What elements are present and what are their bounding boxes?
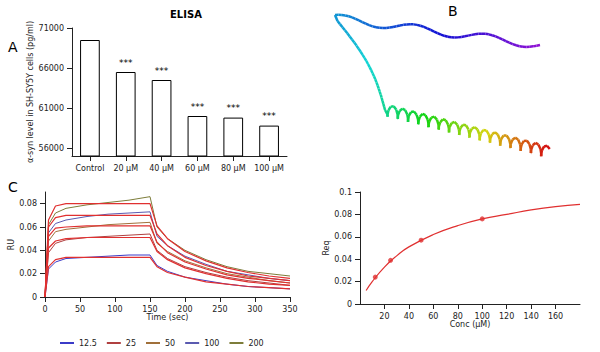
svg-text:250: 250 [212, 305, 227, 314]
svg-text:61000: 61000 [39, 104, 64, 113]
svg-text:100: 100 [475, 312, 490, 321]
svg-text:200: 200 [177, 305, 192, 314]
svg-text:ELISA: ELISA [170, 9, 202, 20]
svg-text:350: 350 [282, 305, 297, 314]
svg-text:B: B [448, 3, 458, 19]
svg-text:66000: 66000 [39, 64, 64, 73]
svg-text:***: *** [191, 102, 205, 112]
svg-text:300: 300 [247, 305, 262, 314]
svg-text:40: 40 [404, 312, 414, 321]
svg-text:140: 140 [523, 312, 538, 321]
svg-text:50: 50 [75, 305, 85, 314]
svg-text:56000: 56000 [39, 144, 64, 153]
svg-text:Req: Req [322, 240, 331, 255]
svg-text:80 μM: 80 μM [221, 164, 246, 173]
svg-text:25: 25 [126, 339, 136, 348]
svg-text:20 μM: 20 μM [113, 164, 138, 173]
svg-text:***: *** [262, 111, 276, 121]
svg-text:60 μM: 60 μM [185, 164, 210, 173]
svg-text:0: 0 [347, 300, 352, 309]
svg-text:***: *** [227, 103, 241, 113]
svg-text:0.08: 0.08 [19, 199, 37, 208]
svg-text:12.5: 12.5 [79, 339, 97, 348]
svg-text:200: 200 [248, 339, 263, 348]
svg-text:0: 0 [42, 305, 47, 314]
svg-text:71000: 71000 [39, 24, 64, 33]
svg-text:100 μM: 100 μM [254, 164, 284, 173]
svg-text:0.08: 0.08 [334, 210, 352, 219]
svg-text:150: 150 [142, 305, 157, 314]
svg-text:60: 60 [428, 312, 438, 321]
svg-text:0.06: 0.06 [19, 223, 37, 232]
svg-text:50: 50 [165, 339, 175, 348]
svg-text:0.04: 0.04 [334, 255, 352, 264]
svg-text:100: 100 [204, 339, 219, 348]
svg-text:***: *** [155, 66, 169, 76]
svg-text:0.04: 0.04 [19, 246, 37, 255]
svg-text:160: 160 [548, 312, 563, 321]
svg-text:C: C [8, 179, 18, 195]
svg-text:Time (sec): Time (sec) [146, 313, 189, 322]
svg-text:100: 100 [107, 305, 122, 314]
svg-text:0.1: 0.1 [339, 188, 352, 197]
svg-text:0.02: 0.02 [19, 269, 37, 278]
svg-text:Conc (μM): Conc (μM) [450, 320, 491, 329]
svg-text:RU: RU [7, 239, 16, 251]
svg-text:0: 0 [32, 293, 37, 302]
svg-text:A: A [8, 39, 18, 55]
svg-text:α-syn level in SH-SY5Y cells (: α-syn level in SH-SY5Y cells (pg/ml) [26, 21, 35, 163]
svg-text:Control: Control [75, 164, 104, 173]
svg-text:0.02: 0.02 [334, 277, 352, 286]
svg-text:120: 120 [499, 312, 514, 321]
svg-text:***: *** [119, 58, 133, 68]
svg-text:80: 80 [453, 312, 463, 321]
svg-text:0.06: 0.06 [334, 232, 352, 241]
svg-text:40 μM: 40 μM [149, 164, 174, 173]
svg-text:20: 20 [379, 312, 389, 321]
